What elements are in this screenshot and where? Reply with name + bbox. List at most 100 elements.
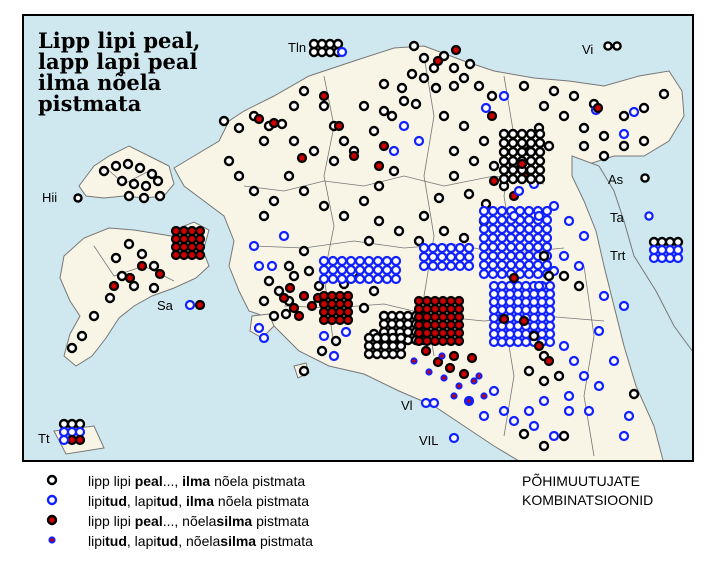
red-filled-symbol	[421, 327, 433, 339]
black-ring-symbol	[410, 98, 422, 110]
blue-ring-symbol	[487, 259, 499, 271]
blue-ring-symbol	[496, 268, 508, 280]
blue-ring-symbol	[628, 106, 640, 118]
black-ring-symbol	[528, 330, 540, 342]
red-filled-symbol	[413, 303, 425, 315]
blue-ring-symbol	[445, 242, 457, 254]
black-ring-symbol	[534, 164, 546, 176]
blue-ring-symbol	[488, 312, 500, 324]
blue-ring-symbol	[253, 322, 265, 334]
blue-ring-symbol	[558, 250, 570, 262]
blue-ring-symbol	[528, 296, 540, 308]
black-ring-symbol	[448, 170, 460, 182]
label-as: As	[608, 172, 624, 187]
black-ring-symbol	[373, 180, 385, 192]
blue-ring-symbol	[413, 135, 425, 147]
blue-ring-symbol	[573, 260, 585, 272]
blue-ring-symbol	[504, 280, 516, 292]
blue-ring-symbol	[523, 405, 535, 417]
blue-ring-symbol	[427, 242, 439, 254]
black-ring-symbol	[525, 137, 537, 149]
black-ring-symbol	[373, 215, 385, 227]
blue-ring-symbol	[345, 264, 357, 276]
red-filled-symbol	[445, 319, 457, 331]
black-ring-symbol	[468, 155, 480, 167]
blue-ring-symbol	[496, 250, 508, 262]
blue-ring-symbol	[445, 251, 457, 263]
blue-ring-symbol	[398, 120, 410, 132]
red-filled-symbol	[66, 434, 78, 446]
red-filled-symbol	[342, 314, 354, 326]
blue-ring-symbol	[258, 332, 270, 344]
blue-ring-symbol	[454, 260, 466, 272]
black-ring-symbol	[518, 428, 530, 440]
blue-ring-symbol	[520, 296, 532, 308]
red-filled-symbol	[592, 102, 604, 114]
blue-ring-symbol	[496, 214, 508, 226]
black-ring-symbol	[638, 102, 650, 114]
blue-ring-symbol	[420, 397, 432, 409]
blue-ring-symbol	[536, 320, 548, 332]
black-ring-symbol	[268, 195, 280, 207]
black-ring-symbol	[516, 137, 528, 149]
blue-ring-symbol	[390, 264, 402, 276]
blue-ring-symbol	[496, 259, 508, 271]
black-ring-symbol	[558, 270, 570, 282]
red-filled-symbol	[194, 225, 206, 237]
blue-ring-symbol	[488, 328, 500, 340]
blue-ring-symbol	[496, 296, 508, 308]
black-ring-symbol	[358, 195, 370, 207]
blue-ring-symbol	[478, 250, 490, 262]
title-line-4: pistmata	[38, 91, 142, 116]
hiiumaa	[78, 145, 175, 199]
black-ring-symbol	[618, 110, 630, 122]
black-ring-symbol	[73, 193, 83, 203]
label-vil: VIL	[419, 433, 439, 448]
black-ring-symbol	[276, 118, 288, 130]
black-ring-symbol	[523, 365, 535, 377]
blue-ring-symbol	[523, 268, 535, 280]
label-ta: Ta	[610, 210, 624, 225]
blue-ring-symbol	[318, 273, 330, 285]
blue-ring-symbol	[544, 296, 556, 308]
black-ring-symbol	[148, 282, 160, 294]
black-ring-symbol	[223, 155, 235, 167]
black-ring-symbol	[395, 348, 407, 360]
blue-ring-symbol	[578, 230, 590, 242]
blue-ring-symbol	[445, 260, 457, 272]
black-ring-symbol	[66, 342, 78, 354]
black-ring-symbol	[525, 164, 537, 176]
blue-ring-symbol	[520, 280, 532, 292]
black-ring-symbol	[378, 310, 390, 322]
black-ring-symbol	[538, 250, 550, 262]
red-filled-symbol	[74, 434, 86, 446]
red-filled-symbol	[453, 295, 465, 307]
black-ring-symbol	[458, 72, 470, 84]
blue-ring-symbol	[504, 320, 516, 332]
black-ring-symbol	[438, 225, 450, 237]
red-filled-symbol	[293, 310, 305, 322]
blue-ring-symbol	[528, 304, 540, 316]
black-ring-symbol	[268, 310, 280, 322]
map-title: Lipp lipi peal, lapp lapi peal ilma nõel…	[38, 30, 200, 114]
black-ring-symbol	[507, 173, 519, 185]
blue-ring-symbol	[523, 250, 535, 262]
black-ring-symbol	[148, 260, 160, 272]
blue-ring-symbol	[563, 390, 575, 402]
black-ring-symbol	[525, 146, 537, 158]
black-ring-symbol	[568, 90, 580, 102]
blue-ring-symbol	[508, 415, 520, 427]
black-ring-symbol	[288, 100, 300, 112]
black-ring-symbol	[402, 310, 414, 322]
parish-boundary-4	[323, 75, 335, 347]
black-ring-symbol	[430, 82, 442, 94]
blue-ring-symbol	[512, 280, 524, 292]
black-ring-symbol	[110, 252, 122, 264]
blue-ring-symbol	[427, 260, 439, 272]
blue-ring-symbol	[536, 296, 548, 308]
legend-text-4: lipitud, lapitud, nõelasilma pistmata	[88, 533, 313, 549]
black-ring-symbol	[525, 128, 537, 140]
black-ring-symbol	[123, 190, 135, 202]
red-filled-symbol	[178, 233, 190, 245]
red-filled-symbol	[421, 319, 433, 331]
